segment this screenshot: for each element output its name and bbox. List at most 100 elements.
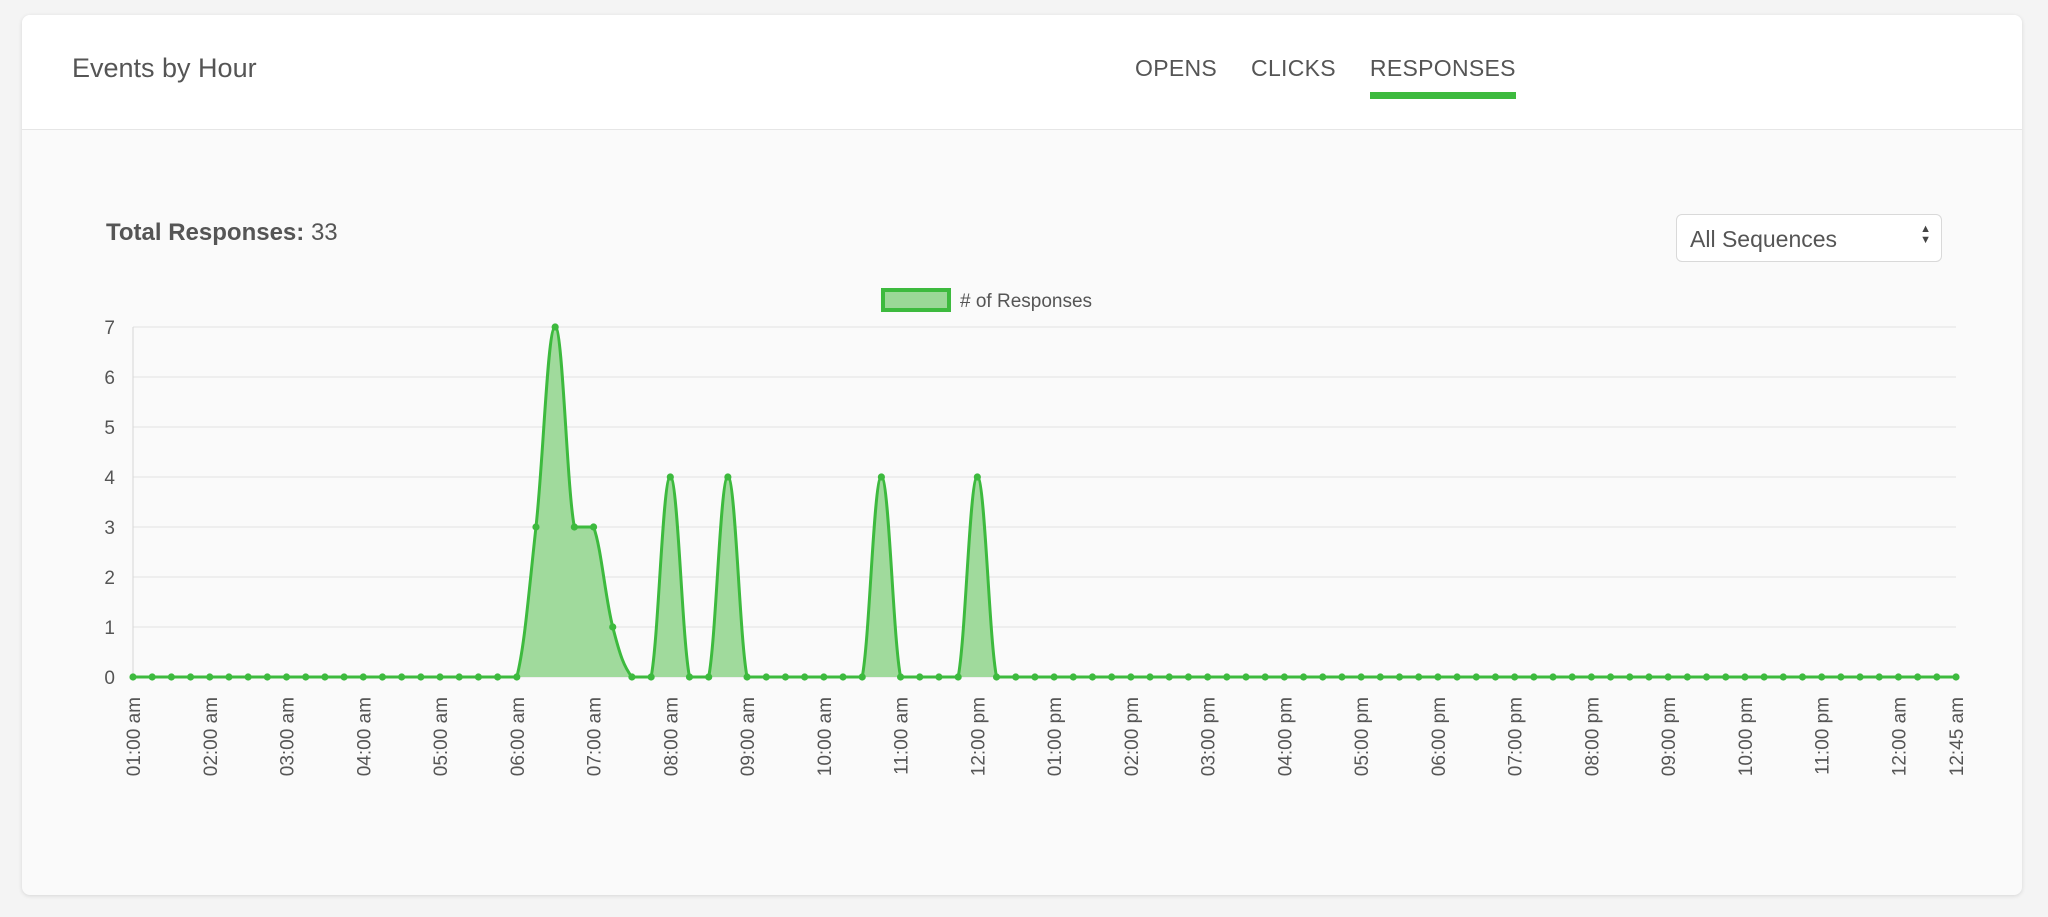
data-point <box>206 673 214 681</box>
data-point <box>1242 673 1250 681</box>
data-point <box>1779 673 1787 681</box>
x-tick-label: 02:00 am <box>201 697 222 776</box>
data-point <box>167 673 175 681</box>
x-tick-label: 12:00 pm <box>968 697 989 776</box>
data-point <box>896 673 905 681</box>
data-point <box>1376 673 1384 681</box>
event-type-tabs: OPENS CLICKS RESPONSES <box>1135 55 1550 99</box>
data-point <box>916 673 924 681</box>
data-point <box>417 673 425 681</box>
data-point <box>1204 673 1212 681</box>
total-responses-value: 33 <box>310 219 338 246</box>
data-point <box>1012 673 1020 681</box>
data-point <box>1587 673 1595 681</box>
data-point <box>1223 673 1231 681</box>
data-point <box>762 673 770 681</box>
data-point <box>1837 673 1845 681</box>
legend-label: # of Responses <box>960 291 1092 312</box>
data-point <box>1357 673 1365 681</box>
x-tick-label: 08:00 am <box>661 697 682 776</box>
data-point <box>685 673 694 681</box>
data-point <box>954 673 962 681</box>
y-tick-label: 2 <box>104 568 115 589</box>
data-point <box>1299 673 1308 681</box>
y-tick-label: 4 <box>104 468 115 489</box>
data-point <box>1664 673 1672 681</box>
x-tick-label: 01:00 pm <box>1045 697 1066 776</box>
data-point <box>781 673 790 681</box>
x-tick-label: 03:00 am <box>278 697 299 776</box>
x-tick-label: 07:00 pm <box>1506 697 1527 776</box>
x-tick-label: 05:00 am <box>431 697 452 776</box>
data-point <box>1319 673 1327 681</box>
x-tick-label: 08:00 pm <box>1582 697 1603 776</box>
x-tick-label: 11:00 am <box>892 697 913 775</box>
tab-opens[interactable]: OPENS <box>1135 55 1218 81</box>
data-point <box>340 673 348 681</box>
data-point <box>148 673 156 681</box>
data-point <box>1069 673 1077 681</box>
data-point <box>302 673 310 681</box>
data-point <box>935 673 943 681</box>
data-point <box>1760 673 1768 681</box>
total-responses: Total Responses: 33 <box>106 219 338 247</box>
data-point <box>1856 673 1864 681</box>
data-point <box>1818 673 1826 681</box>
data-point <box>570 523 578 531</box>
data-point <box>666 473 674 481</box>
data-point <box>858 673 866 681</box>
x-tick-label: 04:00 am <box>354 697 375 776</box>
data-point <box>628 673 636 681</box>
x-tick-label: 02:00 pm <box>1122 697 1143 776</box>
y-tick-label: 3 <box>104 518 115 539</box>
data-point <box>1798 673 1807 681</box>
data-point <box>1530 673 1538 681</box>
data-point <box>1491 673 1500 681</box>
y-tick-label: 6 <box>104 368 115 389</box>
data-point <box>263 673 271 681</box>
data-point <box>129 673 137 681</box>
data-point <box>398 673 406 681</box>
data-point <box>1415 673 1423 681</box>
data-point <box>186 673 195 681</box>
data-point <box>321 673 329 681</box>
data-point <box>973 473 981 481</box>
data-point <box>743 673 751 681</box>
data-point <box>532 523 540 531</box>
data-point <box>1453 673 1461 681</box>
data-point <box>1914 673 1922 681</box>
x-tick-label: 03:00 pm <box>1199 697 1220 776</box>
y-tick-label: 5 <box>104 418 115 439</box>
data-point <box>455 673 463 681</box>
data-point <box>1184 673 1193 681</box>
data-point <box>244 673 252 681</box>
sequence-select[interactable]: All Sequences ▲ ▼ <box>1676 214 1942 262</box>
tab-responses[interactable]: RESPONSES <box>1369 55 1516 99</box>
select-arrows-icon: ▲ ▼ <box>1920 223 1931 246</box>
card-header: Events by Hour OPENS CLICKS RESPONSES <box>22 15 2022 130</box>
data-point <box>1568 673 1576 681</box>
data-point <box>705 673 713 681</box>
data-point <box>1511 673 1519 681</box>
data-point <box>1261 673 1269 681</box>
data-point <box>820 673 828 681</box>
data-point <box>474 673 483 681</box>
data-point <box>589 523 598 531</box>
data-point <box>1875 673 1883 681</box>
data-point <box>551 323 559 331</box>
data-point <box>1127 673 1135 681</box>
data-point <box>1280 673 1288 681</box>
data-point <box>1088 673 1097 681</box>
data-point <box>1434 673 1442 681</box>
data-point <box>992 673 1001 681</box>
tab-clicks[interactable]: CLICKS <box>1251 55 1336 81</box>
data-point <box>1933 673 1941 681</box>
data-point <box>1894 673 1903 681</box>
y-tick-label: 0 <box>104 668 115 689</box>
data-point <box>282 673 291 681</box>
data-point <box>494 673 502 681</box>
data-point <box>436 673 444 681</box>
data-point <box>1146 673 1154 681</box>
data-point <box>877 473 885 481</box>
